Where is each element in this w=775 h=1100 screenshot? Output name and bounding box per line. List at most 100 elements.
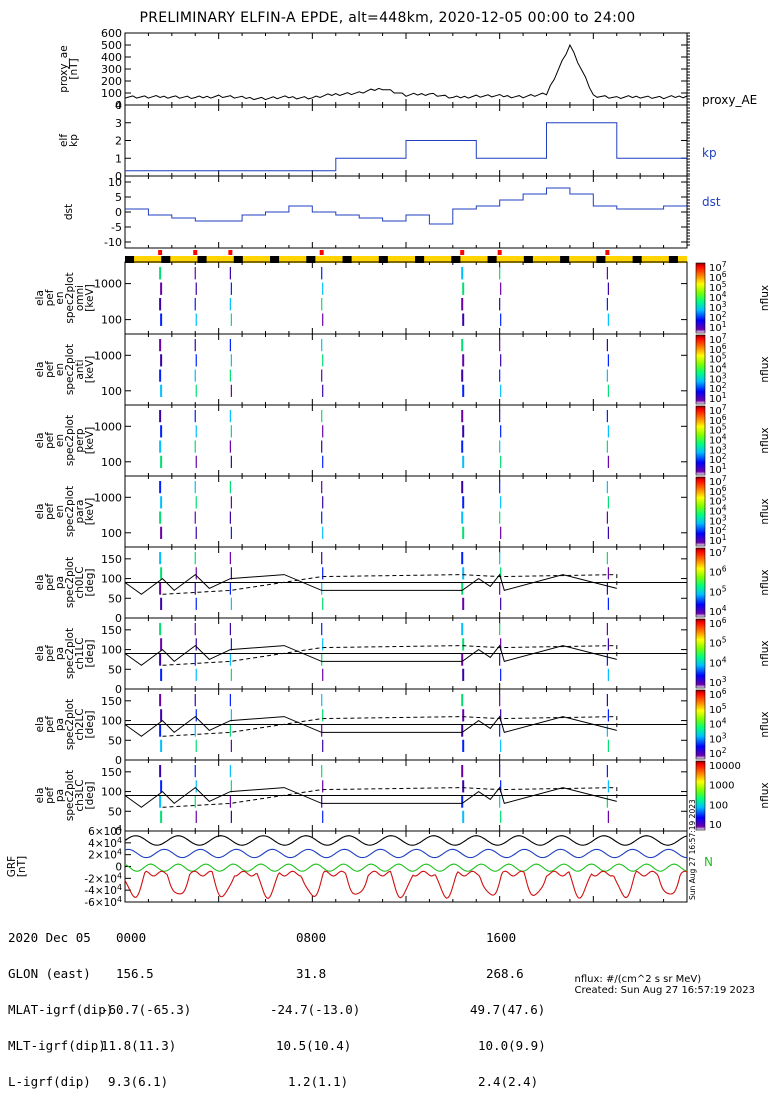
footer-row: MLT-igrf(dip) 11.8(11.3) 10.5(10.4) 10.0(9.… [8,1038,546,1053]
colorbar-tick-label: 105 [709,635,727,650]
y-axis-label: pef [44,503,56,520]
eclipse-segment [161,256,171,263]
y-tick-label: 100 [101,385,122,398]
y-axis-label: perp [74,428,86,452]
ae-legend: proxy_AE [702,93,757,107]
y-tick-label: 50 [108,592,122,605]
eclipse-segment [632,256,642,263]
y-axis-label: GRF [6,856,18,877]
y-axis-label: ch1LC [74,637,86,669]
y-tick-label: 600 [101,27,122,40]
y-tick-label: 1000 [94,420,122,433]
plot-title: PRELIMINARY ELFIN-A EPDE, alt=448km, 202… [139,10,636,26]
grf-series [124,835,688,846]
y-tick-label: 100 [101,456,122,469]
credit-block: nflux: #/(cm^2 s sr MeV) Created: Sun Au… [575,974,755,996]
y-axis-label: omni [74,285,86,311]
y-axis-label: ch0LC [74,566,86,598]
y-tick-label: 50 [108,734,122,747]
eclipse-segment [125,256,135,263]
y-axis-label: ela [34,788,46,804]
y-tick-label: 0 [115,862,122,874]
y-axis-label: elf [58,134,70,147]
y-axis-label: dst [63,204,75,220]
eclipse-segment [197,256,207,263]
y-tick-label: 5 [115,191,122,204]
y-axis-label: ela [34,717,46,733]
y-axis-label: ch2LC [74,708,86,740]
units-note: nflux: #/(cm^2 s sr MeV) [574,974,702,985]
y-axis-label: spec2plot [64,770,76,821]
colorbar [695,618,706,689]
y-axis-label: anti [74,359,86,379]
colorbar [695,547,706,618]
y-axis-label: spec2plot [64,557,76,608]
y-tick-label: 150 [101,553,122,566]
y-tick-label: 100 [101,314,122,327]
y-axis-label: pa [54,576,66,589]
y-tick-label: 0 [115,206,122,219]
colorbar [695,334,706,405]
y-tick-label: -5 [111,221,122,234]
eclipse-segment [451,256,461,263]
y-axis-label: pef [44,645,56,662]
y-tick-label: 100 [101,573,122,586]
y-axis-label: en [54,434,66,447]
y-axis-label: [nT] [68,58,80,79]
y-tick-label: 1000 [94,278,122,291]
y-tick-label: 0 [115,170,122,183]
y-axis-label: spec2plot [64,415,76,466]
spectrogram-panel-frame [124,333,688,406]
colorbar-tick-label: 105 [709,584,727,599]
y-axis-label: pef [44,787,56,804]
y-tick-label: -10 [104,236,122,249]
y-tick-label: 500 [101,39,122,52]
y-tick-label: 1000 [94,349,122,362]
y-axis-label: kp [68,134,80,147]
colorbar-tick-label: 103 [709,731,727,746]
y-tick-label: 400 [101,51,122,64]
y-tick-label: 100 [101,644,122,657]
colorbar-label: nflux [759,285,771,311]
y-axis-label: ela [34,646,46,662]
y-tick-label: 3 [115,117,122,130]
y-axis-label: ch3LC [74,779,86,811]
y-axis-label: pef [44,289,56,306]
y-axis-label: proxy_ae [58,45,70,92]
footer-row: 2020 Dec 05 0000 0800 1600 [8,930,517,945]
colorbar-tick-label: 104 [709,716,727,731]
eclipse-segment [415,256,425,263]
science-zone-marker [158,250,163,255]
science-zone-marker [319,250,324,255]
y-axis-label: pa [54,647,66,660]
y-tick-label: 0 [115,754,122,767]
y-tick-label: 1 [115,152,122,165]
loss-cone-line [124,644,617,666]
colorbar [695,262,706,334]
colorbar-label: nflux [759,782,771,808]
y-axis-label: ela [34,575,46,591]
y-tick-label: 100 [101,87,122,100]
eclipse-segment [270,256,280,263]
eclipse-segment [668,256,678,263]
colorbar-tick-label: 104 [709,655,727,670]
y-tick-label: 50 [108,805,122,818]
loss-cone-line [124,573,617,595]
spectrogram-panel-frame [124,475,688,548]
y-tick-label: 1000 [94,491,122,504]
y-axis-label: spec2plot [64,272,76,323]
y-tick-label: 2 [115,135,122,148]
colorbar [695,405,706,476]
colorbar-label: nflux [759,498,771,524]
y-tick-label: -2×104 [84,871,122,886]
science-zone-marker [228,250,233,255]
eclipse-segment [342,256,352,263]
colorbar-tick-label: 102 [709,746,727,761]
y-tick-label: 100 [101,527,122,540]
colorbar [695,476,706,547]
created-stamp: Created: Sun Aug 27 16:57:19 2023 [574,985,755,996]
y-tick-label: 10 [108,176,122,189]
elfin-summary-plot: 6005004003002001000proxy_ae[nT]proxy_AE4… [6,27,771,909]
y-axis-label: en [54,291,66,304]
colorbar-tick-label: 1000 [709,781,734,792]
